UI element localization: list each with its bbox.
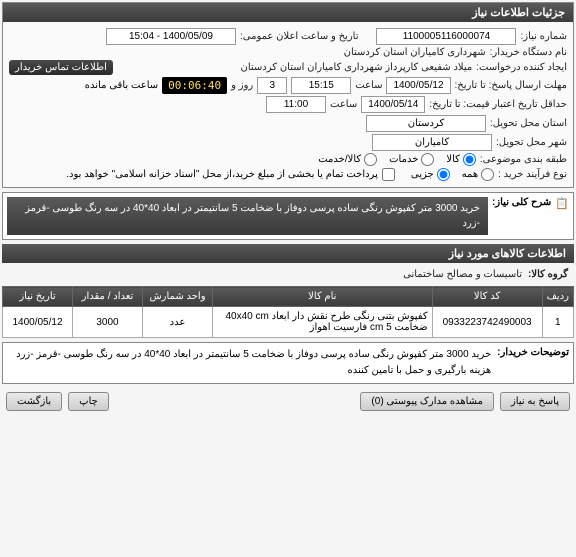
- radio-khadmat[interactable]: خدمات: [389, 153, 434, 166]
- contact-badge[interactable]: اطلاعات تماس خریدار: [9, 60, 113, 75]
- items-table: ردیف کد کالا نام کالا واحد شمارش تعداد /…: [2, 286, 574, 338]
- buyer-desc-label: توضیحات خریدار:: [497, 347, 569, 358]
- validity-date: 1400/05/14: [361, 96, 425, 113]
- attachments-button[interactable]: مشاهده مدارک پیوستی (0): [360, 392, 494, 411]
- validity-label: حداقل تاریخ اعتبار قیمت: تا تاریخ:: [429, 99, 567, 110]
- process-label: نوع فرآیند خرید :: [498, 169, 567, 180]
- radio-all[interactable]: همه: [462, 168, 494, 181]
- province-label: استان محل تحویل:: [490, 118, 567, 129]
- cell-name: کفپوش بتنی رنگی طرح نقش دار ابعاد 40x40 …: [213, 307, 433, 338]
- validity-time: 11:00: [266, 96, 326, 113]
- cell-qty: 3000: [73, 307, 143, 338]
- cell-date: 1400/05/12: [3, 307, 73, 338]
- table-header-row: ردیف کد کالا نام کالا واحد شمارش تعداد /…: [3, 287, 574, 307]
- buyer-org-label: نام دستگاه خریدار:: [490, 47, 567, 58]
- panel-title: جزئیات اطلاعات نیاز: [3, 3, 573, 22]
- countdown-timer: 00:06:40: [162, 77, 227, 94]
- main-title-text: خرید 3000 متر کفپوش رنگی ساده پرسی دوفاز…: [7, 197, 488, 235]
- process-radio-group: همه جزیی: [411, 168, 494, 181]
- group-value: تاسیسات و مصالح ساختمانی: [403, 269, 522, 280]
- group-label: گروه کالا:: [528, 269, 568, 280]
- announce-label: تاریخ و ساعت اعلان عمومی:: [240, 31, 359, 42]
- deadline-date: 1400/05/12: [386, 77, 450, 94]
- deadline-time: 15:15: [291, 77, 351, 94]
- announce-value: 1400/05/09 - 15:04: [106, 28, 236, 45]
- city-label: شهر محل تحویل:: [496, 137, 567, 148]
- days-value: 3: [257, 77, 287, 94]
- creator-label: ایجاد کننده درخواست:: [476, 62, 567, 73]
- radio-kala[interactable]: کالا: [446, 153, 476, 166]
- th-date: تاریخ نیاز: [3, 287, 73, 307]
- payment-note: پرداخت تمام یا بخشی از مبلغ خرید،از محل …: [66, 169, 378, 180]
- buyer-desc-text: خرید 3000 متر کفپوش رنگی ساده پرسی دوفاز…: [7, 347, 491, 379]
- copy-icon[interactable]: 📋: [555, 197, 569, 210]
- need-number-value: 1100005116000074: [376, 28, 516, 45]
- group-row: گروه کالا: تاسیسات و مصالح ساختمانی: [0, 265, 576, 284]
- footer-bar: پاسخ به نیاز مشاهده مدارک پیوستی (0) چاپ…: [0, 388, 576, 415]
- payment-checkbox-item: پرداخت تمام یا بخشی از مبلغ خرید،از محل …: [66, 168, 395, 181]
- radio-kala-input[interactable]: [463, 153, 476, 166]
- th-name: نام کالا: [213, 287, 433, 307]
- time-label-1: ساعت: [355, 80, 382, 91]
- radio-all-input[interactable]: [481, 168, 494, 181]
- th-qty: تعداد / مقدار: [73, 287, 143, 307]
- city-value: کامیاران: [372, 134, 492, 151]
- cell-unit: عدد: [143, 307, 213, 338]
- panel-body: شماره نیاز: 1100005116000074 تاریخ و ساع…: [3, 22, 573, 187]
- payment-checkbox[interactable]: [382, 168, 395, 181]
- category-radio-group: کالا خدمات کالا/خدمت: [318, 153, 476, 166]
- remain-label: ساعت باقی مانده: [85, 80, 158, 91]
- th-code: کد کالا: [432, 287, 542, 307]
- radio-both[interactable]: کالا/خدمت: [318, 153, 377, 166]
- print-button[interactable]: چاپ: [68, 392, 109, 411]
- reply-button[interactable]: پاسخ به نیاز: [500, 392, 570, 411]
- radio-partial-input[interactable]: [437, 168, 450, 181]
- cell-code: 0933223742490003: [432, 307, 542, 338]
- back-button[interactable]: بازگشت: [6, 392, 62, 411]
- buyer-org-value: شهرداری کامیاران استان کردستان: [344, 47, 486, 58]
- th-row: ردیف: [542, 287, 573, 307]
- deadline-label: مهلت ارسال پاسخ: تا تاریخ:: [455, 80, 567, 91]
- need-number-label: شماره نیاز:: [520, 31, 567, 42]
- th-unit: واحد شمارش: [143, 287, 213, 307]
- radio-khadmat-input[interactable]: [421, 153, 434, 166]
- buyer-desc-block: توضیحات خریدار: خرید 3000 متر کفپوش رنگی…: [2, 342, 574, 384]
- days-label: روز و: [231, 80, 253, 91]
- province-value: کردستان: [366, 115, 486, 132]
- cell-row: 1: [542, 307, 573, 338]
- need-details-panel: جزئیات اطلاعات نیاز شماره نیاز: 11000051…: [2, 2, 574, 188]
- main-title-label: شرح کلی نیاز:: [492, 197, 551, 208]
- radio-partial[interactable]: جزیی: [411, 168, 450, 181]
- category-label: طبقه بندی موضوعی:: [480, 154, 567, 165]
- main-title-row: 📋 شرح کلی نیاز: خرید 3000 متر کفپوش رنگی…: [2, 192, 574, 240]
- radio-both-input[interactable]: [364, 153, 377, 166]
- creator-value: میلاد شفیعی کارپرداز شهرداری کامیاران اس…: [241, 62, 473, 73]
- time-label-2: ساعت: [330, 99, 357, 110]
- table-row: 1 0933223742490003 کفپوش بتنی رنگی طرح ن…: [3, 307, 574, 338]
- items-section-header: اطلاعات کالاهای مورد نیاز: [2, 244, 574, 263]
